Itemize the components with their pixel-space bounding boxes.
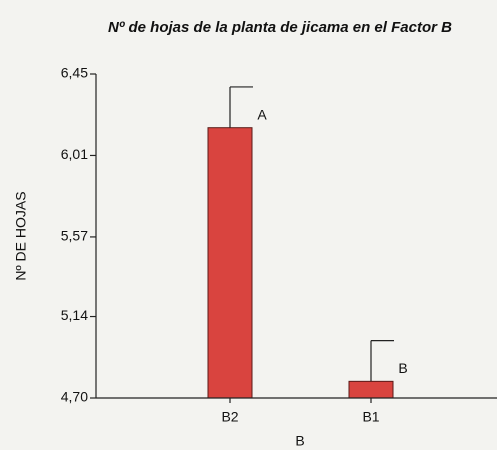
y-axis-label: Nº DE HOJAS bbox=[13, 191, 29, 280]
chart-title: Nº de hojas de la planta de jicama en el… bbox=[108, 19, 452, 36]
x-tick-label: B1 bbox=[362, 409, 379, 425]
significance-letter: A bbox=[257, 106, 267, 122]
y-tick-label: 5,57 bbox=[61, 228, 88, 244]
y-tick-label: 6,45 bbox=[61, 65, 88, 81]
x-tick-label: B2 bbox=[221, 409, 238, 425]
y-tick-label: 4,70 bbox=[61, 389, 88, 405]
bar bbox=[348, 380, 394, 399]
y-tick-label: 6,01 bbox=[61, 146, 88, 162]
y-tick-label: 5,14 bbox=[61, 307, 88, 323]
significance-letter: B bbox=[398, 360, 407, 376]
bar bbox=[207, 127, 253, 399]
x-axis-label: B bbox=[295, 433, 304, 449]
